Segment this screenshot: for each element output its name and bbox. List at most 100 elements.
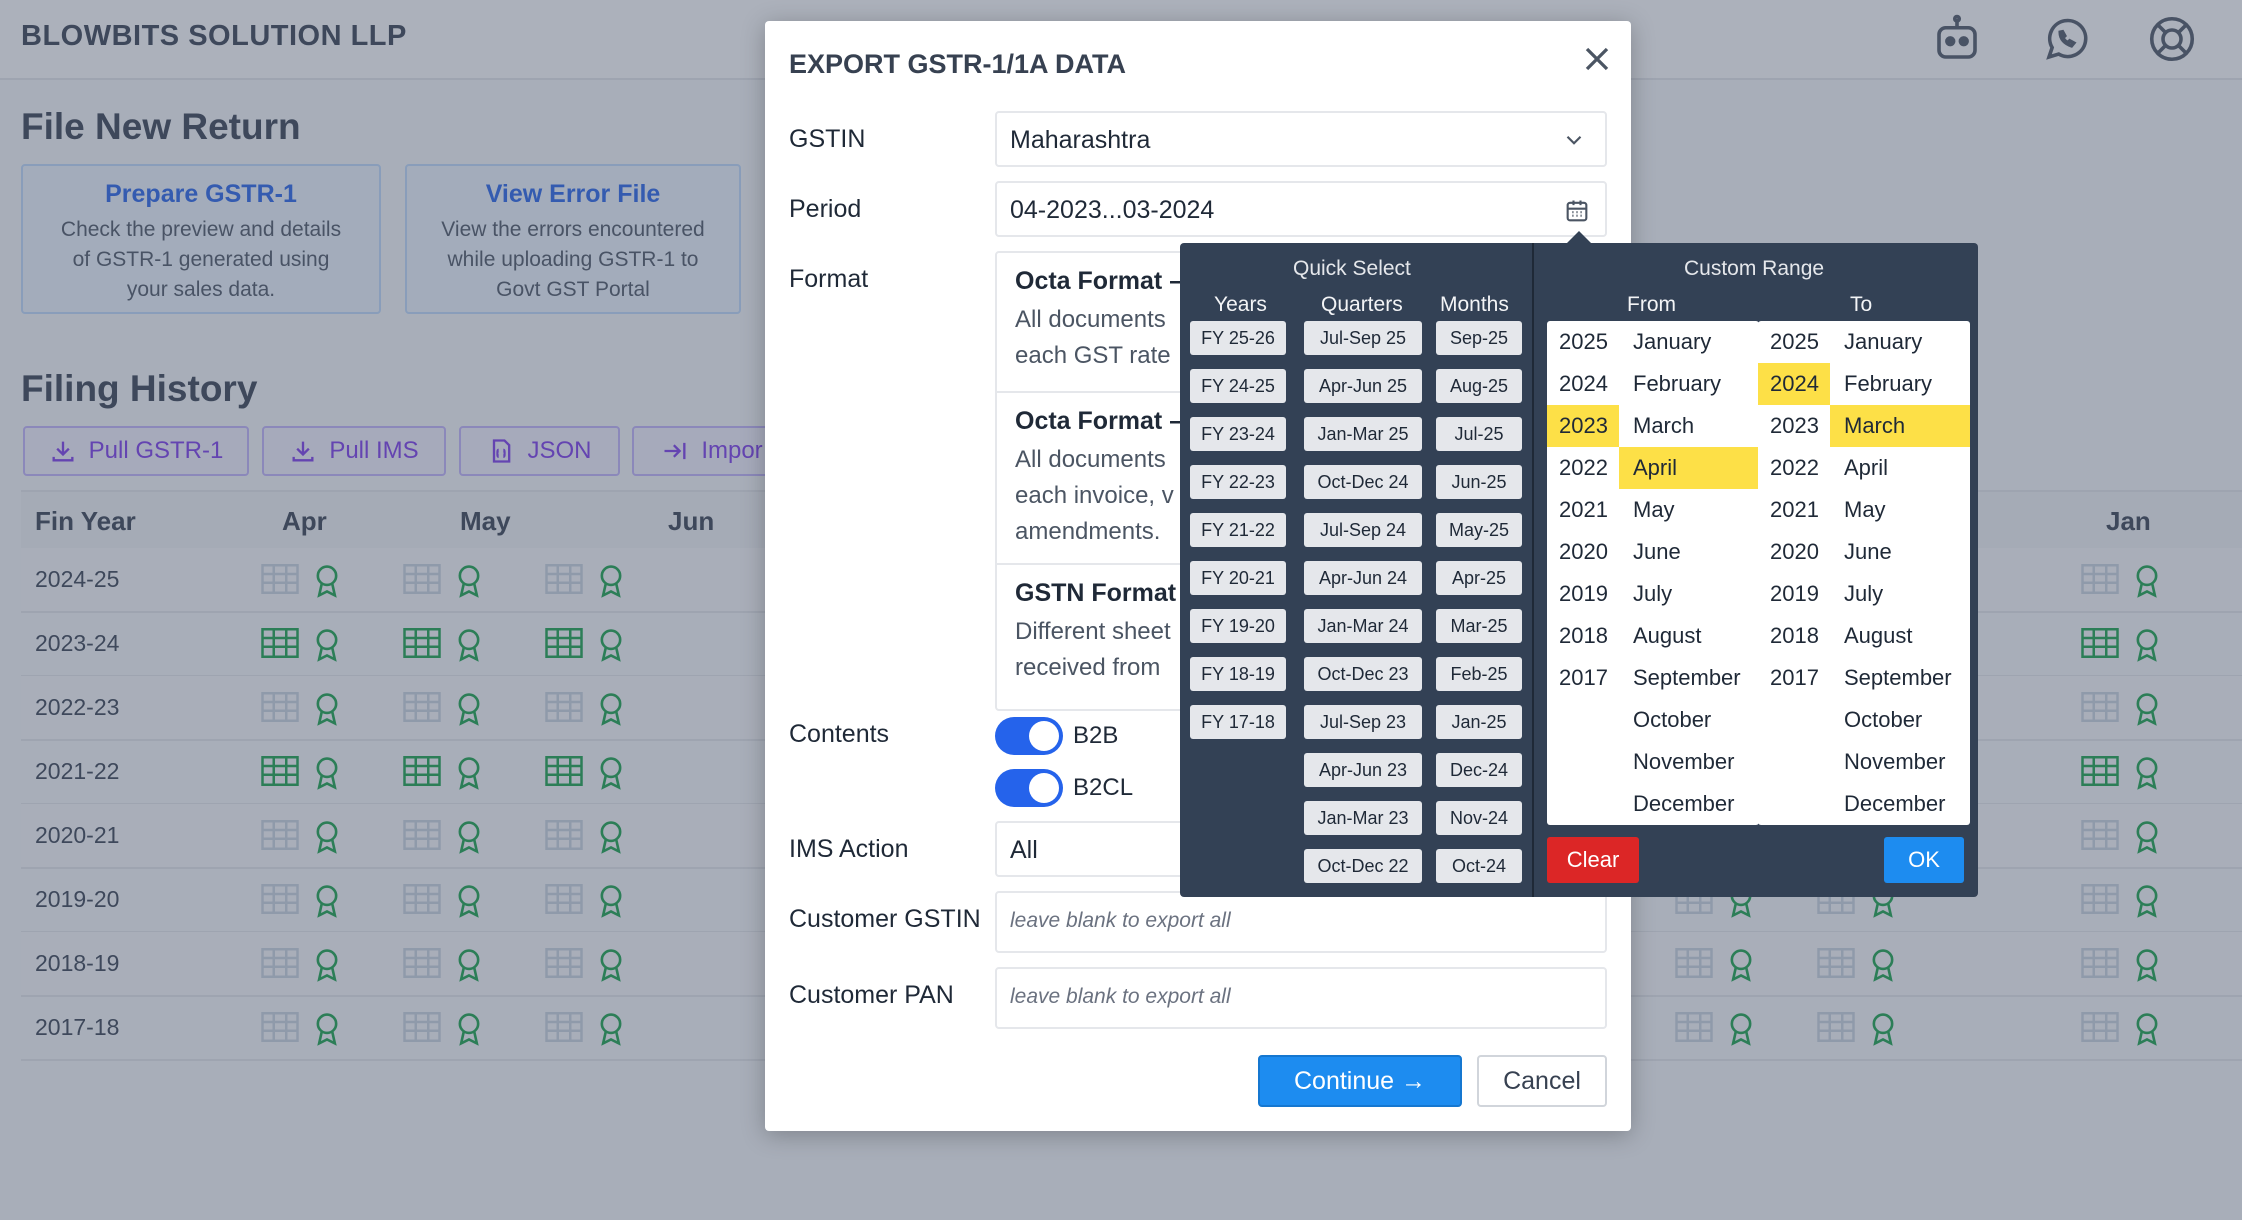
ribbon-icon[interactable] xyxy=(597,884,625,918)
to-month-option[interactable]: August xyxy=(1844,623,1913,648)
from-year-option[interactable]: 2020 xyxy=(1559,539,1608,564)
from-year-option[interactable]: 2021 xyxy=(1559,497,1608,522)
table-icon[interactable] xyxy=(545,884,583,914)
month-cell[interactable] xyxy=(403,628,483,662)
from-month-option[interactable]: January xyxy=(1633,329,1712,354)
table-icon[interactable] xyxy=(261,756,299,786)
year-quick-button[interactable]: FY 24-25 xyxy=(1190,369,1286,403)
ribbon-icon[interactable] xyxy=(597,948,625,982)
table-icon[interactable] xyxy=(261,628,299,658)
ribbon-icon[interactable] xyxy=(313,884,341,918)
from-month-option[interactable]: April xyxy=(1619,447,1759,489)
to-month-option[interactable]: March xyxy=(1830,405,1970,447)
quarter-quick-button[interactable]: Jul-Sep 24 xyxy=(1304,513,1422,547)
table-icon[interactable] xyxy=(2081,820,2119,850)
from-month-option[interactable]: August xyxy=(1633,623,1702,648)
to-year-option[interactable]: 2022 xyxy=(1770,455,1819,480)
cancel-button[interactable]: Cancel xyxy=(1477,1055,1607,1107)
month-quick-button[interactable]: Aug-25 xyxy=(1436,369,1522,403)
table-icon[interactable] xyxy=(261,948,299,978)
month-cell[interactable] xyxy=(2081,692,2161,726)
table-icon[interactable] xyxy=(2081,564,2119,594)
ribbon-icon[interactable] xyxy=(597,1012,625,1046)
ribbon-icon[interactable] xyxy=(597,564,625,598)
month-cell[interactable] xyxy=(1817,1012,1897,1046)
from-month-option[interactable]: December xyxy=(1633,791,1735,816)
quarter-quick-button[interactable]: Oct-Dec 24 xyxy=(1304,465,1422,499)
table-icon[interactable] xyxy=(403,820,441,850)
ribbon-icon[interactable] xyxy=(455,692,483,726)
ribbon-icon[interactable] xyxy=(455,564,483,598)
to-year-option[interactable]: 2024 xyxy=(1758,363,1830,405)
ribbon-icon[interactable] xyxy=(2133,884,2161,918)
ribbon-icon[interactable] xyxy=(455,628,483,662)
month-cell[interactable] xyxy=(403,692,483,726)
support-icon[interactable] xyxy=(2145,12,2199,66)
year-quick-button[interactable]: FY 19-20 xyxy=(1190,609,1286,643)
gstin-select[interactable]: Maharashtra xyxy=(995,111,1607,167)
to-year-option[interactable]: 2018 xyxy=(1770,623,1819,648)
table-icon[interactable] xyxy=(261,692,299,722)
month-cell[interactable] xyxy=(2081,884,2161,918)
month-cell[interactable] xyxy=(1675,1012,1755,1046)
ribbon-icon[interactable] xyxy=(597,692,625,726)
month-quick-button[interactable]: Sep-25 xyxy=(1436,321,1522,355)
month-quick-button[interactable]: May-25 xyxy=(1436,513,1522,547)
ribbon-icon[interactable] xyxy=(2133,948,2161,982)
bot-icon[interactable] xyxy=(1930,12,1984,66)
to-month-option[interactable]: November xyxy=(1844,749,1946,774)
month-cell[interactable] xyxy=(1817,948,1897,982)
from-year-option[interactable]: 2018 xyxy=(1559,623,1608,648)
ribbon-icon[interactable] xyxy=(313,1012,341,1046)
clear-button[interactable]: Clear xyxy=(1547,837,1639,883)
month-cell[interactable] xyxy=(261,628,341,662)
period-input[interactable]: 04-2023...03-2024 xyxy=(995,181,1607,237)
ribbon-icon[interactable] xyxy=(597,628,625,662)
table-icon[interactable] xyxy=(403,564,441,594)
table-icon[interactable] xyxy=(261,884,299,914)
table-icon[interactable] xyxy=(261,564,299,594)
month-cell[interactable] xyxy=(545,948,625,982)
table-icon[interactable] xyxy=(2081,884,2119,914)
month-quick-button[interactable]: Oct-24 xyxy=(1436,849,1522,883)
to-month-option[interactable]: July xyxy=(1844,581,1884,606)
from-month-option[interactable]: September xyxy=(1633,665,1741,690)
month-cell[interactable] xyxy=(1675,948,1755,982)
year-quick-button[interactable]: FY 17-18 xyxy=(1190,705,1286,739)
from-month-option[interactable]: June xyxy=(1633,539,1681,564)
month-cell[interactable] xyxy=(2081,756,2161,790)
quarter-quick-button[interactable]: Jan-Mar 25 xyxy=(1304,417,1422,451)
month-quick-button[interactable]: Feb-25 xyxy=(1436,657,1522,691)
ribbon-icon[interactable] xyxy=(1727,1012,1755,1046)
ribbon-icon[interactable] xyxy=(597,820,625,854)
month-cell[interactable] xyxy=(403,884,483,918)
view-error-file-card[interactable]: View Error File View the errors encounte… xyxy=(405,164,741,314)
ribbon-icon[interactable] xyxy=(455,756,483,790)
ribbon-icon[interactable] xyxy=(313,948,341,982)
to-year-option[interactable]: 2017 xyxy=(1770,665,1819,690)
table-icon[interactable] xyxy=(545,820,583,850)
table-icon[interactable] xyxy=(403,756,441,786)
from-year-option[interactable]: 2024 xyxy=(1559,371,1608,396)
quarter-quick-button[interactable]: Apr-Jun 24 xyxy=(1304,561,1422,595)
from-year-option[interactable]: 2023 xyxy=(1547,405,1619,447)
format-option-octa-2[interactable]: Octa Format – All documents each invoice… xyxy=(997,393,1605,565)
close-icon[interactable] xyxy=(1577,39,1617,79)
from-month-option[interactable]: November xyxy=(1633,749,1735,774)
month-cell[interactable] xyxy=(545,628,625,662)
month-cell[interactable] xyxy=(403,948,483,982)
table-icon[interactable] xyxy=(403,884,441,914)
month-cell[interactable] xyxy=(2081,628,2161,662)
prepare-gstr1-card[interactable]: Prepare GSTR-1 Check the preview and det… xyxy=(21,164,381,314)
month-quick-button[interactable]: Jul-25 xyxy=(1436,417,1522,451)
ribbon-icon[interactable] xyxy=(1869,948,1897,982)
month-quick-button[interactable]: Mar-25 xyxy=(1436,609,1522,643)
ribbon-icon[interactable] xyxy=(313,628,341,662)
month-cell[interactable] xyxy=(2081,820,2161,854)
quarter-quick-button[interactable]: Jan-Mar 23 xyxy=(1304,801,1422,835)
b2cl-toggle[interactable] xyxy=(995,769,1063,807)
table-icon[interactable] xyxy=(545,948,583,978)
table-icon[interactable] xyxy=(2081,948,2119,978)
year-quick-button[interactable]: FY 23-24 xyxy=(1190,417,1286,451)
whatsapp-icon[interactable] xyxy=(2040,12,2094,66)
